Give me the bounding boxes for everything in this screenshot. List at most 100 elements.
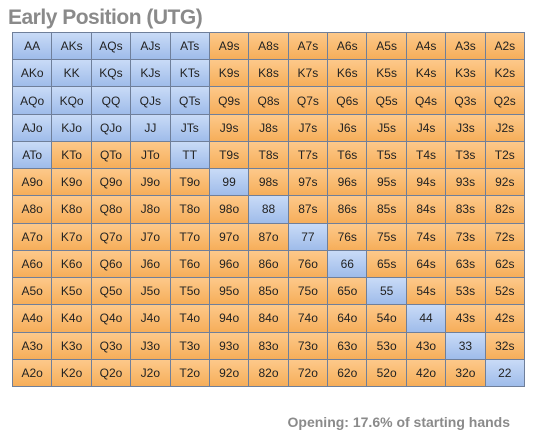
hand-cell: 87o [249,223,288,250]
hand-cell: 32s [485,332,524,359]
hand-cell: T2o [170,359,209,386]
hand-cell: Q2o [91,359,131,386]
hand-cell: K3s [446,60,485,87]
hand-cell: Q8o [91,196,131,223]
hand-cell: KTs [170,60,209,87]
hand-cell: T3o [170,332,209,359]
hand-cell: AKo [13,60,52,87]
hand-cell: 86o [249,250,288,278]
hand-cell: K9s [209,60,249,87]
hand-cell: 83o [249,332,288,359]
hand-cell: 43o [406,332,446,359]
hand-cell: T2s [485,141,524,169]
hand-cell: 97s [288,169,328,196]
hand-cell: K3o [52,332,91,359]
hand-cell: T9o [170,169,209,196]
hand-cell: 54s [406,278,446,305]
hand-cell: AA [13,33,52,60]
hand-cell: QQ [91,87,131,114]
hand-cell: T7o [170,223,209,250]
hand-cell: 94s [406,169,446,196]
hand-cell: 98o [209,196,249,223]
hand-cell: 64s [406,250,446,278]
hand-cell: 54o [367,305,406,332]
hand-cell: J7o [131,223,170,250]
hand-cell: Q2s [485,87,524,114]
hand-cell: 62o [328,359,367,386]
hand-cell: 73s [446,223,485,250]
hand-cell: 84s [406,196,446,223]
hand-cell: 42o [406,359,446,386]
hand-cell: T5o [170,278,209,305]
hand-cell: A7o [13,223,52,250]
hand-cell: AKs [52,33,91,60]
hand-cell: ATs [170,33,209,60]
hand-cell: Q5s [367,87,406,114]
hand-cell: 55 [367,278,406,305]
hand-cell: K2s [485,60,524,87]
hand-cell: KQo [52,87,91,114]
hand-cell: J3o [131,332,170,359]
hand-cell: QTs [170,87,209,114]
hand-cell: KTo [52,141,91,169]
hand-cell: 53o [367,332,406,359]
hand-cell: J2o [131,359,170,386]
hand-cell: ATo [13,141,52,169]
hand-cell: J5o [131,278,170,305]
hand-cell: 77 [288,223,328,250]
hand-cell: 72s [485,223,524,250]
hand-cell: 43s [446,305,485,332]
hand-cell: K8o [52,196,91,223]
hand-cell: A8o [13,196,52,223]
hand-cell: Q4o [91,305,131,332]
hand-cell: J8o [131,196,170,223]
hand-cell: J9o [131,169,170,196]
hand-cell: 32o [446,359,485,386]
hand-cell: 75s [367,223,406,250]
hand-cell: A9s [209,33,249,60]
hand-cell: 74s [406,223,446,250]
hand-cell: TT [170,141,209,169]
hand-cell: T4s [406,141,446,169]
hand-cell: 53s [446,278,485,305]
chart-title: Early Position (UTG) [8,6,203,29]
hand-cell: A6s [328,33,367,60]
hand-cell: KJo [52,114,91,141]
hand-cell: 64o [328,305,367,332]
hand-cell: 76o [288,250,328,278]
hand-cell: 44 [406,305,446,332]
hand-cell: 73o [288,332,328,359]
hand-cell: 82s [485,196,524,223]
hand-cell: K6o [52,250,91,278]
hand-cell: T8o [170,196,209,223]
hand-cell: K7o [52,223,91,250]
hand-cell: 96s [328,169,367,196]
hand-cell: J7s [288,114,328,141]
hand-cell: 74o [288,305,328,332]
hand-cell: 88 [249,196,288,223]
hand-cell: 92o [209,359,249,386]
hand-cell: 83s [446,196,485,223]
hand-cell: Q7s [288,87,328,114]
hand-cell: A4o [13,305,52,332]
hand-cell: 52s [485,278,524,305]
hand-cell: 63o [328,332,367,359]
hand-cell: A3s [446,33,485,60]
hand-cell: J2s [485,114,524,141]
hand-cell: Q9s [209,87,249,114]
hand-cell: J8s [249,114,288,141]
hand-cell: 92s [485,169,524,196]
hand-cell: 52o [367,359,406,386]
hand-cell: 85s [367,196,406,223]
hand-cell: Q3o [91,332,131,359]
hand-cell: Q6o [91,250,131,278]
hand-cell: J6s [328,114,367,141]
hand-cell: K4o [52,305,91,332]
hand-cell: A9o [13,169,52,196]
hand-cell: A4s [406,33,446,60]
hand-cell: T6s [328,141,367,169]
hand-cell: A5o [13,278,52,305]
hand-cell: J3s [446,114,485,141]
hand-cell: 95s [367,169,406,196]
hand-cell: 72o [288,359,328,386]
